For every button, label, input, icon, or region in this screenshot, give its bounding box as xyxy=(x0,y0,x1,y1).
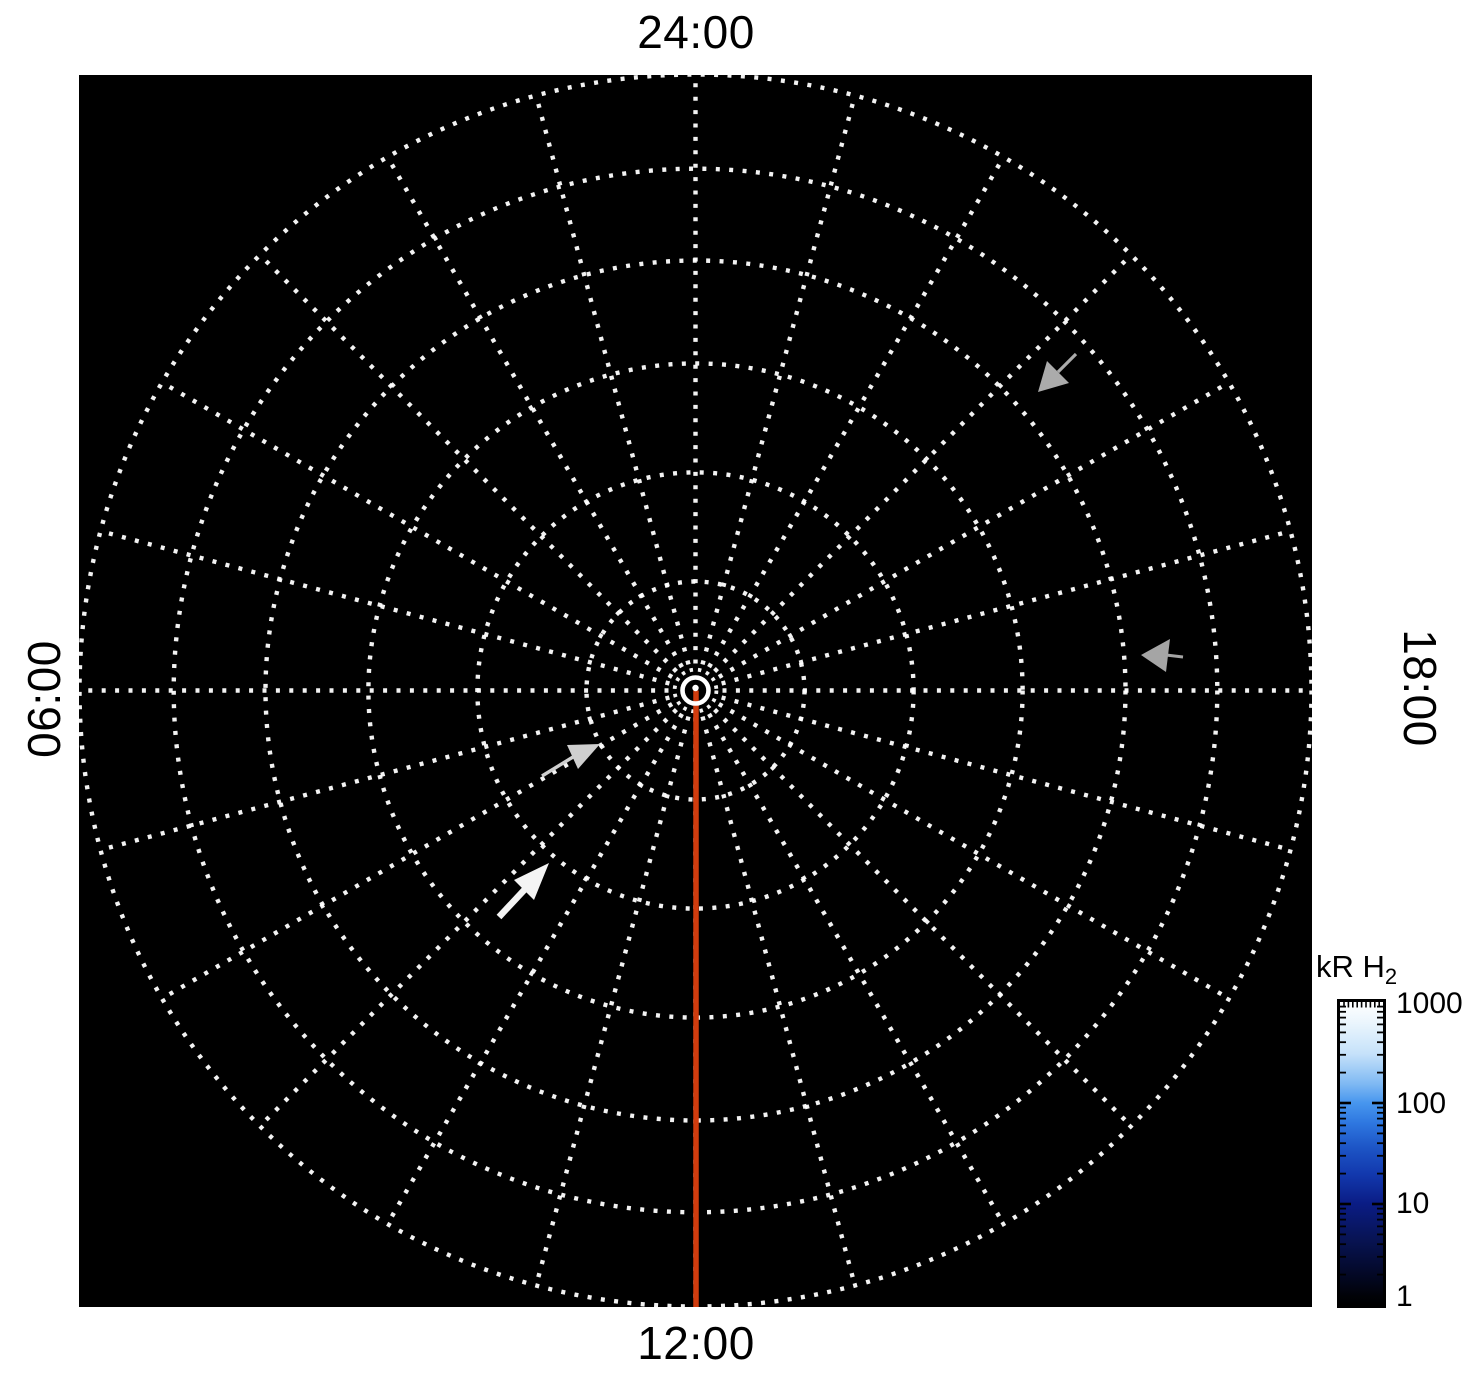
grid-spoke xyxy=(721,528,1292,686)
arrow-gray-downleft xyxy=(1038,352,1078,392)
axis-label-12: 12:00 xyxy=(637,1317,755,1369)
grid-spoke xyxy=(258,253,678,673)
arrow-gray-left xyxy=(1141,639,1184,672)
axis-label-06: 06:00 xyxy=(18,640,70,758)
arrow-light-upright xyxy=(541,744,600,778)
grid-inner-ring xyxy=(672,667,719,714)
grid-spoke xyxy=(717,702,1231,1001)
annotation-layer xyxy=(496,352,1184,1307)
colorbar-title-text: kR H xyxy=(1316,949,1385,984)
colorbar-title-subscript: 2 xyxy=(1384,964,1398,990)
pole-dot xyxy=(692,684,699,692)
grid-spoke xyxy=(99,695,670,853)
grid-spoke xyxy=(700,716,858,1287)
grid-spoke xyxy=(385,712,684,1226)
polar-grid-canvas xyxy=(79,75,1312,1307)
arrow-white-upright xyxy=(496,863,549,920)
colorbar-tick-10: 10 xyxy=(1396,1187,1430,1220)
grid-spoke xyxy=(99,528,670,686)
colorbar-tick-1000: 1000 xyxy=(1396,987,1463,1020)
axis-label-18: 18:00 xyxy=(1394,629,1446,747)
grid-spoke xyxy=(700,94,858,665)
grid-ring xyxy=(366,361,1025,1020)
colorbar-tick-100: 100 xyxy=(1396,1087,1447,1120)
colorbar-ticks xyxy=(1340,1002,1383,1276)
grid-spoke xyxy=(707,712,1006,1226)
grid-spoke xyxy=(258,708,678,1128)
colorbar xyxy=(1337,999,1386,1308)
grid-spoke xyxy=(707,155,1006,669)
grid-spoke xyxy=(717,380,1231,679)
axis-label-24: 24:00 xyxy=(637,6,755,58)
pole-ring xyxy=(680,675,711,706)
polar-plot-panel xyxy=(79,75,1312,1307)
grid-spoke xyxy=(713,253,1133,673)
grid-spoke xyxy=(721,695,1292,853)
grid-spoke xyxy=(533,716,691,1287)
colorbar-tick-1: 1 xyxy=(1396,1280,1413,1313)
grid-spoke xyxy=(713,708,1133,1128)
grid-spoke xyxy=(160,380,674,679)
colorbar-title: kR H2 xyxy=(1316,949,1397,987)
grid-spoke xyxy=(385,155,684,669)
grid-spoke xyxy=(533,94,691,665)
